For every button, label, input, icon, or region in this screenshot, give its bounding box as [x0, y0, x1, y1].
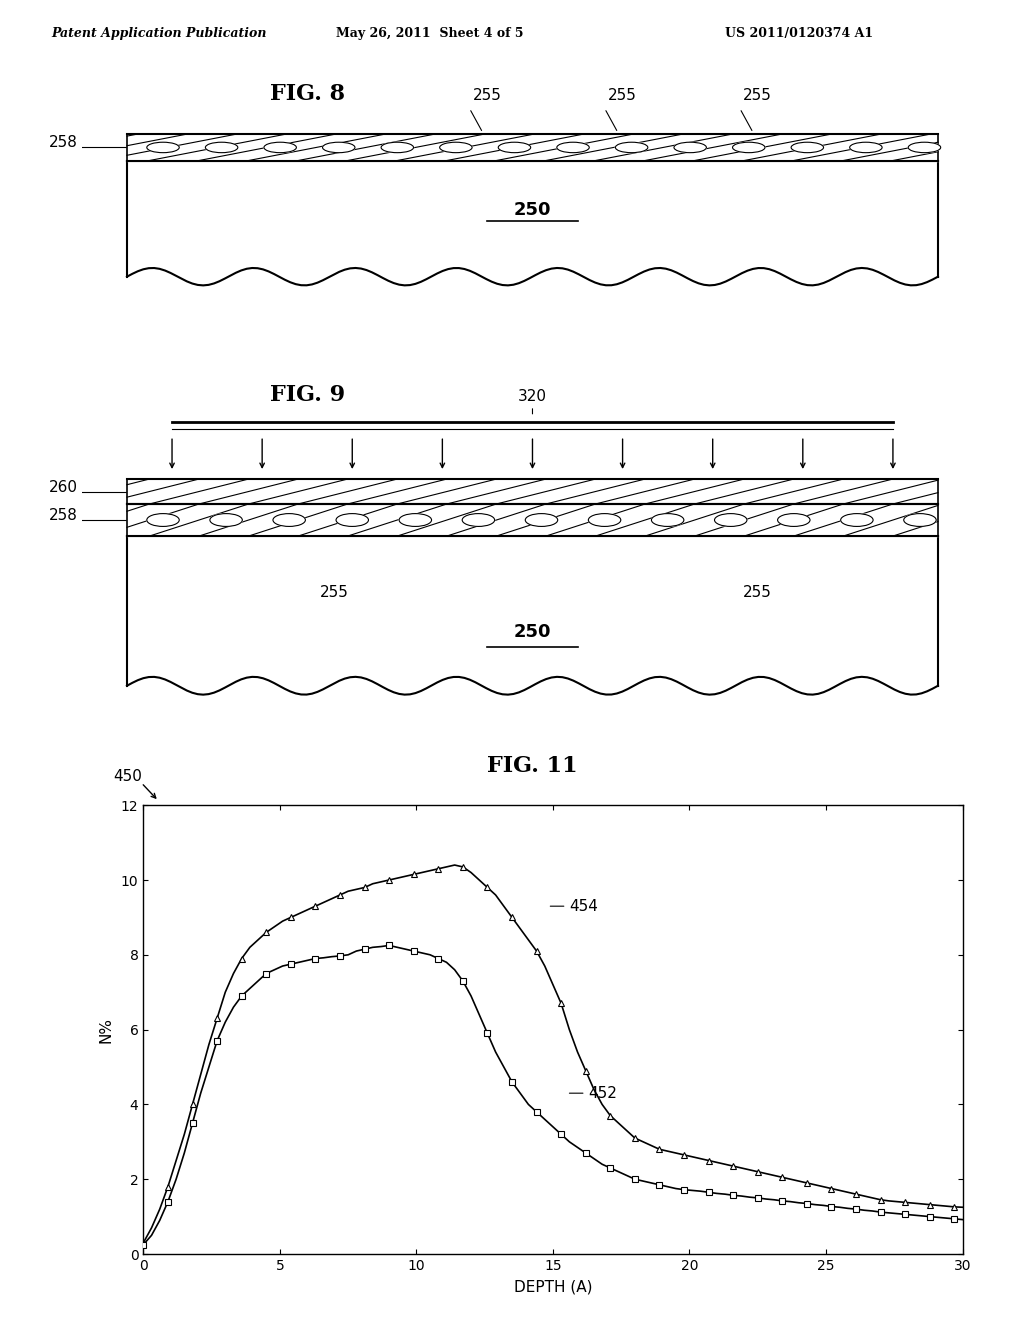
Text: 250: 250 [514, 623, 551, 642]
Circle shape [264, 143, 296, 153]
Text: 250: 250 [514, 201, 551, 219]
Text: 255: 255 [743, 87, 772, 103]
Text: FIG. 8: FIG. 8 [269, 83, 345, 104]
Text: FIG. 11: FIG. 11 [487, 755, 578, 777]
Circle shape [273, 513, 305, 527]
Circle shape [146, 513, 179, 527]
Text: Patent Application Publication: Patent Application Publication [51, 26, 266, 40]
Circle shape [399, 513, 431, 527]
Circle shape [206, 143, 238, 153]
Text: 260: 260 [48, 479, 78, 495]
Text: 452: 452 [589, 1085, 617, 1101]
Circle shape [323, 143, 355, 153]
Text: 258: 258 [48, 508, 78, 523]
Circle shape [850, 143, 882, 153]
Polygon shape [127, 536, 938, 694]
Circle shape [651, 513, 684, 527]
Text: 255: 255 [473, 87, 502, 103]
Circle shape [557, 143, 589, 153]
Circle shape [439, 143, 472, 153]
Text: 320: 320 [518, 388, 547, 404]
Circle shape [615, 143, 648, 153]
Circle shape [792, 143, 823, 153]
Polygon shape [127, 504, 938, 536]
Circle shape [589, 513, 621, 527]
Circle shape [715, 513, 746, 527]
Polygon shape [127, 135, 938, 161]
Circle shape [674, 143, 707, 153]
Circle shape [732, 143, 765, 153]
Polygon shape [127, 504, 938, 536]
Polygon shape [127, 161, 938, 285]
Y-axis label: N%: N% [99, 1016, 114, 1043]
Text: May 26, 2011  Sheet 4 of 5: May 26, 2011 Sheet 4 of 5 [336, 26, 524, 40]
Circle shape [525, 513, 558, 527]
Circle shape [462, 513, 495, 527]
Circle shape [210, 513, 243, 527]
Text: 258: 258 [48, 136, 78, 150]
X-axis label: DEPTH (A): DEPTH (A) [514, 1280, 592, 1295]
Text: 454: 454 [569, 899, 598, 913]
Circle shape [904, 513, 936, 527]
Text: 255: 255 [743, 585, 772, 599]
Polygon shape [127, 479, 938, 504]
Circle shape [841, 513, 873, 527]
Text: US 2011/0120374 A1: US 2011/0120374 A1 [725, 26, 872, 40]
Polygon shape [127, 135, 938, 161]
Text: 450: 450 [114, 770, 142, 784]
Circle shape [336, 513, 369, 527]
Circle shape [777, 513, 810, 527]
Circle shape [499, 143, 530, 153]
Text: FIG. 9: FIG. 9 [269, 384, 345, 405]
Circle shape [908, 143, 941, 153]
Text: 255: 255 [319, 585, 348, 599]
Circle shape [146, 143, 179, 153]
Circle shape [381, 143, 414, 153]
Polygon shape [127, 479, 938, 504]
Text: 255: 255 [608, 87, 637, 103]
